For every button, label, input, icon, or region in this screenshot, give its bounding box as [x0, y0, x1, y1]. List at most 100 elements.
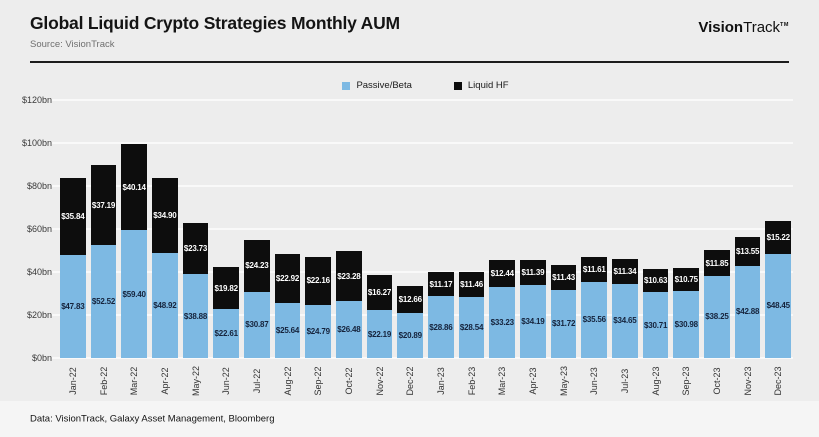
hf-value-label: $11.61: [582, 264, 606, 274]
liquid-hf-segment: $23.28: [336, 251, 362, 302]
x-tick-label: Nov-23: [742, 366, 753, 396]
liquid-hf-segment: $35.84: [60, 178, 86, 256]
x-tick-Nov-22: Nov-22: [367, 360, 393, 402]
passive-beta-segment: $38.25: [704, 275, 730, 358]
hf-value-label: $22.16: [306, 276, 330, 286]
legend-item-passive-beta: Passive/Beta: [342, 80, 412, 91]
gridline-$120bn: [52, 99, 793, 101]
x-tick-Dec-23: Dec-23: [765, 360, 791, 402]
passive-beta-segment: $20.89: [397, 313, 424, 358]
liquid-hf-segment: $19.82: [213, 266, 240, 310]
page-title: Global Liquid Crypto Strategies Monthly …: [30, 13, 400, 33]
passive-beta-segment: $24.79: [305, 304, 332, 358]
bar-Jun-23: $11.61 $35.56: [581, 256, 608, 358]
passive-beta-segment: $26.48: [336, 301, 362, 358]
x-tick-label: Aug-23: [650, 366, 661, 396]
x-tick-Sep-22: Sep-22: [305, 360, 331, 402]
liquid-hf-segment: $11.34: [612, 259, 638, 284]
y-axis: $0bn $20bn $40bn $60bn $80bn $100bn $120bn: [0, 95, 52, 363]
passive-value-label: $35.56: [582, 315, 606, 325]
hf-value-label: $34.90: [153, 210, 177, 220]
bar-Nov-23: $13.55 $42.88: [734, 236, 761, 358]
x-tick-Feb-22: Feb-22: [91, 360, 117, 402]
x-tick-label: Nov-22: [374, 366, 385, 396]
report-header: Global Liquid Crypto Strategies Monthly …: [30, 13, 789, 59]
x-tick-Oct-22: Oct-22: [336, 360, 362, 402]
passive-beta-segment: $52.52: [90, 245, 117, 358]
liquid-hf-segment: $23.73: [182, 223, 209, 275]
logo-trademark: TM: [780, 22, 789, 28]
bar-Apr-22: $34.90 $48.92: [152, 177, 178, 358]
x-tick-Aug-23: Aug-23: [643, 360, 669, 402]
x-tick-label: Apr-22: [159, 367, 170, 395]
liquid-hf-segment: $11.39: [520, 260, 546, 285]
hf-value-label: $12.44: [490, 268, 514, 278]
hf-value-label: $23.73: [183, 244, 208, 254]
x-tick-label: May-22: [190, 365, 201, 397]
liquid-hf-segment: $10.75: [673, 268, 700, 292]
x-tick-Aug-22: Aug-22: [275, 360, 301, 402]
passive-value-label: $47.83: [61, 302, 85, 312]
x-axis: Jan-22 Feb-22 Mar-22 Apr-22 May-22 Jun-22 Jul-…: [58, 360, 793, 402]
liquid-hf-segment: $11.61: [581, 256, 608, 282]
logo-vision-text: Vision: [698, 19, 744, 36]
passive-beta-segment: $30.71: [642, 292, 669, 358]
passive-beta-swatch-icon: [342, 81, 351, 90]
bars-container: $35.84 $47.83 $37.19 $52.52 $40.14 $59.40 $34.…: [58, 100, 793, 358]
x-tick-label: Jan-22: [67, 367, 78, 395]
x-tick-label: Oct-23: [711, 367, 722, 395]
passive-value-label: $22.61: [214, 329, 238, 339]
bar-May-22: $23.73 $38.88: [182, 223, 209, 358]
passive-beta-segment: $34.19: [520, 284, 546, 358]
liquid-hf-segment: $22.92: [274, 253, 301, 303]
gridline-$80bn: [52, 185, 793, 187]
bar-Aug-23: $10.63 $30.71: [642, 269, 669, 358]
passive-value-label: $20.89: [398, 331, 422, 341]
x-tick-Dec-22: Dec-22: [397, 360, 423, 402]
gridline-$0bn: [52, 357, 793, 359]
passive-value-label: $33.23: [490, 317, 514, 327]
x-tick-May-22: May-22: [183, 360, 209, 402]
bar-Oct-23: $11.85 $38.25: [704, 250, 730, 358]
legend-label: Passive/Beta: [356, 80, 412, 91]
hf-value-label: $11.34: [613, 266, 637, 276]
y-tick-label: $80bn: [26, 181, 52, 191]
bar-Oct-22: $23.28 $26.48: [336, 251, 362, 358]
x-tick-label: Aug-22: [282, 366, 293, 396]
x-tick-May-23: May-23: [551, 360, 577, 402]
x-tick-label: Mar-22: [129, 366, 140, 396]
bar-Sep-22: $22.16 $24.79: [305, 257, 332, 358]
data-attribution: Data: VisionTrack, Galaxy Asset Manageme…: [30, 413, 275, 425]
passive-beta-segment: $22.19: [366, 310, 393, 358]
passive-beta-segment: $25.64: [274, 302, 301, 358]
liquid-hf-segment: $11.46: [458, 272, 485, 297]
passive-value-label: $30.71: [643, 320, 668, 330]
passive-value-label: $30.98: [674, 320, 698, 330]
liquid-hf-segment: $12.44: [489, 259, 516, 287]
liquid-hf-segment: $34.90: [152, 177, 178, 253]
passive-beta-segment: $59.40: [121, 230, 148, 358]
bar-Sep-23: $10.75 $30.98: [673, 268, 700, 358]
header-divider: [30, 61, 789, 63]
x-tick-label: Mar-23: [497, 366, 508, 396]
x-tick-label: Jul-22: [251, 368, 262, 394]
x-tick-Oct-23: Oct-23: [704, 360, 730, 402]
stacked-bar-chart: $35.84 $47.83 $37.19 $52.52 $40.14 $59.40 $34.…: [52, 99, 793, 359]
hf-value-label: $10.63: [643, 276, 668, 286]
x-tick-Jul-23: Jul-23: [612, 360, 638, 402]
x-tick-Nov-23: Nov-23: [735, 360, 761, 402]
x-tick-label: Dec-22: [405, 366, 416, 396]
bar-Apr-23: $11.39 $34.19: [520, 260, 546, 358]
hf-value-label: $37.19: [91, 200, 116, 210]
x-tick-label: Jun-23: [589, 367, 600, 395]
gridline-$40bn: [52, 271, 793, 273]
report-footer: Data: VisionTrack, Galaxy Asset Manageme…: [0, 401, 819, 437]
hf-value-label: $40.14: [122, 182, 146, 192]
x-tick-label: Dec-23: [773, 366, 784, 396]
legend-item-liquid-hf: Liquid HF: [453, 80, 509, 91]
x-tick-label: Feb-22: [98, 366, 109, 396]
passive-value-label: $30.87: [245, 320, 269, 330]
x-tick-label: Sep-22: [313, 366, 324, 396]
x-tick-Mar-23: Mar-23: [489, 360, 515, 402]
gridline-$60bn: [52, 228, 793, 230]
